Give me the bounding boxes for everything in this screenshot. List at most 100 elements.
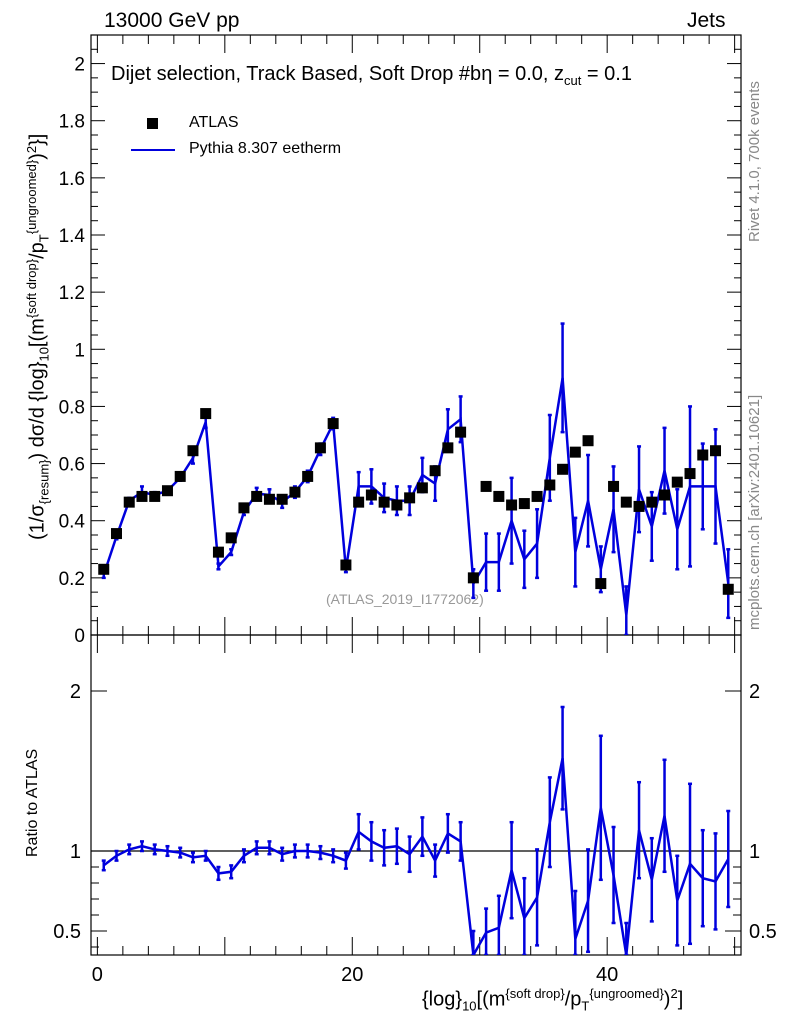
data-point: [429, 465, 441, 477]
xlabel-part4: ): [663, 988, 671, 1011]
xlabel-sub2: T: [581, 998, 590, 1014]
data-point: [314, 442, 326, 454]
data-point: [149, 490, 161, 502]
data-point: [455, 426, 467, 438]
data-point: [480, 480, 492, 492]
data-point: [608, 480, 620, 492]
main-plot-frame: [90, 34, 742, 636]
data-point: [467, 572, 479, 584]
data-point: [493, 490, 505, 502]
main-y-tick-label: 1.8: [59, 112, 85, 133]
x-tick-label: 20: [341, 964, 363, 986]
xlabel-part3: /p: [564, 988, 582, 1011]
main-y-tick-label: 1.6: [59, 169, 85, 190]
data-point: [595, 578, 607, 590]
ratio-y-tick-label: 0.5: [53, 921, 81, 943]
x-tick-label: 40: [596, 964, 618, 986]
data-point: [365, 489, 377, 501]
main-axis-ticks: 0 0.2 0.4 0.6 0.8 1 1.2 1.4 1.6 1.8 2: [59, 34, 741, 647]
ratio-y-tick-label-right: 1: [749, 841, 760, 863]
data-point: [518, 498, 530, 510]
main-y-tick-label: 0: [74, 626, 85, 647]
legend-data-marker: [147, 118, 158, 129]
plot-title-eta: η = 0.0, z: [481, 63, 565, 85]
main-data-marks: [98, 322, 734, 635]
data-point: [722, 583, 734, 595]
data-point: [225, 532, 237, 544]
data-point: [684, 468, 696, 480]
legend-data-label: ATLAS: [189, 114, 239, 131]
xlabel-sub: 10: [462, 998, 477, 1014]
plot-title: Dijet selection, Track Based, Soft Drop …: [111, 63, 632, 88]
main-y-tick-label: 1.2: [59, 283, 85, 304]
data-point: [659, 489, 671, 501]
ratio-series-line: [102, 757, 730, 955]
data-point: [238, 502, 250, 514]
x-tick-label: 0: [92, 964, 103, 986]
ratio-plot-frame: [90, 634, 742, 956]
data-point: [620, 496, 632, 508]
data-point: [251, 490, 263, 502]
main-y-tick-label: 0.2: [59, 569, 85, 590]
data-point: [506, 499, 518, 511]
data-point: [391, 499, 403, 511]
data-point: [302, 470, 314, 482]
data-point: [123, 496, 135, 508]
plot-title-end: = 0.1: [581, 63, 632, 85]
ratio-data-marks: [101, 705, 731, 955]
data-point: [161, 485, 173, 497]
xlabel-part5: ]: [677, 988, 684, 1011]
data-point: [697, 449, 709, 461]
main-y-tick-label: 1.4: [59, 226, 86, 247]
data-point: [340, 559, 352, 571]
data-point: [289, 486, 301, 498]
data-point: [710, 445, 722, 457]
data-point: [569, 446, 581, 458]
data-point: [200, 408, 212, 420]
data-point: [174, 470, 186, 482]
data-point: [327, 418, 339, 430]
mc-series-line: [102, 377, 730, 616]
xlabel-part2: [(m: [476, 988, 506, 1011]
data-point: [671, 476, 683, 488]
data-point: [404, 492, 416, 504]
x-axis-label: {log}10[(m{soft drop}/pT{ungroomed})2]: [422, 986, 683, 1014]
data-point: [582, 435, 594, 447]
ratio-y-tick-label-right: 2: [749, 681, 760, 703]
legend-mc-line: [131, 149, 175, 151]
ratio-y-tick-label: 1: [70, 841, 81, 863]
main-y-tick-label: 0.6: [59, 455, 85, 476]
ratio-y-tick-label-right: 0.5: [749, 921, 777, 943]
data-point: [557, 463, 569, 475]
data-point: [544, 479, 556, 491]
data-point: [276, 493, 288, 505]
plot-title-sub: cut: [564, 73, 582, 88]
xlabel-sup: {soft drop}: [505, 986, 565, 1001]
main-y-tick-label: 0.4: [59, 512, 86, 533]
header-jets-label: Jets: [687, 9, 726, 32]
data-point: [416, 482, 428, 494]
data-point: [98, 563, 110, 575]
xlabel-sup3: 2: [670, 986, 678, 1001]
data-point: [263, 493, 275, 505]
header-energy-label: 13000 GeV pp: [104, 9, 240, 32]
main-y-tick-label: 2: [74, 55, 85, 76]
ratio-axis-ticks: 0.5 0.51 12 20 20 40: [53, 635, 777, 986]
xlabel-sup2: {ungroomed}: [589, 986, 664, 1001]
data-point: [353, 496, 365, 508]
main-y-tick-label: 0.8: [59, 397, 85, 418]
analysis-watermark: (ATLAS_2019_I1772062): [326, 591, 484, 607]
data-point: [442, 442, 454, 454]
data-point: [633, 500, 645, 512]
xlabel-part: {log}: [422, 988, 463, 1011]
plot-title-main: Dijet selection, Track Based, Soft Drop …: [111, 63, 482, 85]
data-point: [646, 496, 658, 508]
data-point: [378, 496, 390, 508]
ratio-y-tick-label: 2: [70, 681, 81, 703]
data-point: [531, 490, 543, 502]
data-point: [212, 546, 224, 558]
data-point: [187, 445, 199, 457]
data-point: [110, 528, 122, 540]
data-point: [136, 490, 148, 502]
